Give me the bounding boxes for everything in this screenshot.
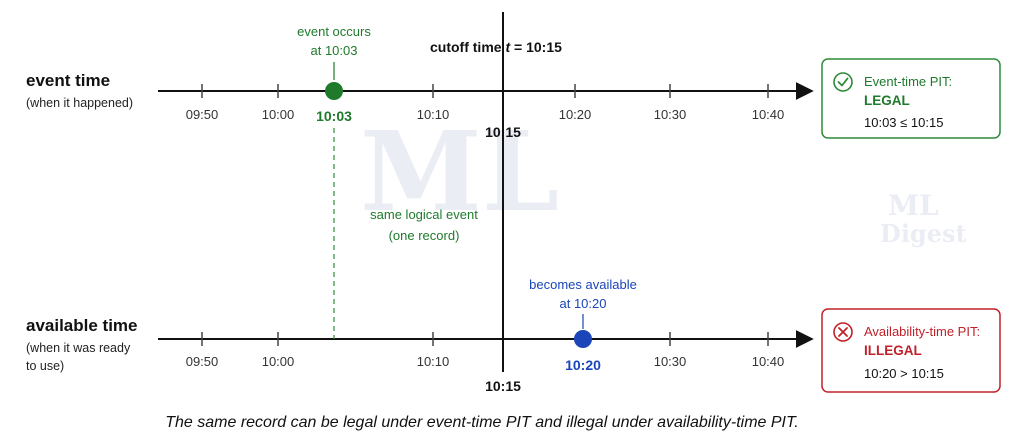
available-ticks: 09:50 10:00 10:10 10:30 10:40 [186,332,785,369]
available-note-line2: at 10:20 [560,296,607,311]
available-tick-label: 09:50 [186,354,219,369]
event-box-title: Event-time PIT: [864,74,952,89]
event-tick-label: 10:20 [559,107,592,122]
watermark-small-digest: Digest [880,219,967,248]
event-note-line1: event occurs [297,24,371,39]
cutoff-label: cutoff time t = 10:15 [430,39,562,55]
available-time-title: available time [26,316,138,335]
cutoff-value-available: 10:15 [485,378,521,394]
available-time-subtitle-line1: (when it was ready [26,341,131,355]
link-note-line1: same logical event [370,207,478,222]
available-box-frame [821,308,1001,393]
available-box-expression: 10:20 > 10:15 [864,366,944,381]
event-note-line2: at 10:03 [311,43,358,58]
available-tick-label: 10:30 [654,354,687,369]
available-time-subtitle-line2: to use) [26,359,64,373]
event-tick-label: 09:50 [186,107,219,122]
event-box-verdict: LEGAL [864,93,910,108]
check-circle-icon [833,72,853,92]
available-note-line1: becomes available [529,277,637,292]
event-time-box: Event-time PIT: LEGAL 10:03 ≤ 10:15 [821,58,1001,139]
caption: The same record can be legal under event… [165,414,799,431]
event-box-frame [821,58,1001,139]
available-marker-label: 10:20 [565,357,601,373]
event-marker-label: 10:03 [316,108,352,124]
event-time-title: event time [26,71,110,90]
watermark: ML ML Digest [360,107,967,248]
link-note-line2: (one record) [389,228,460,243]
available-box-verdict: ILLEGAL [864,343,922,358]
event-box-expression: 10:03 ≤ 10:15 [864,115,943,130]
availability-time-box: Availability-time PIT: ILLEGAL 10:20 > 1… [821,308,1001,393]
x-circle-icon [833,322,853,342]
watermark-large-ml: ML [360,107,559,236]
event-tick-label: 10:40 [752,107,785,122]
available-tick-label: 10:00 [262,354,295,369]
available-tick-label: 10:10 [417,354,450,369]
event-tick-label: 10:00 [262,107,295,122]
event-tick-label: 10:30 [654,107,687,122]
available-box-title: Availability-time PIT: [864,324,980,339]
cutoff-value-event: 10:15 [485,124,521,140]
event-tick-label: 10:10 [417,107,450,122]
event-marker [325,82,343,100]
watermark-small-ml: ML [888,189,939,222]
event-time-subtitle: (when it happened) [26,96,133,110]
available-marker [574,330,592,348]
event-ticks: 09:50 10:00 10:10 10:20 10:30 10:40 [186,84,785,122]
available-tick-label: 10:40 [752,354,785,369]
